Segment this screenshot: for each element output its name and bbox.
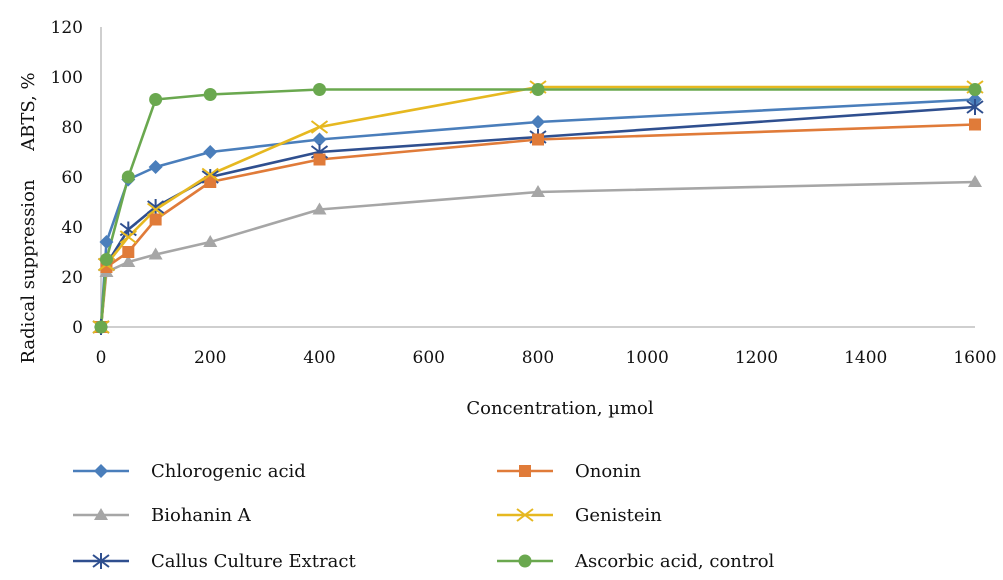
x-tick-label: 400 <box>303 348 335 368</box>
legend-label: Genistein <box>575 505 662 526</box>
data-point <box>312 132 327 147</box>
series-line-ononin <box>99 123 976 328</box>
legend-item-chlorogenic-acid: Chlorogenic acid <box>73 461 306 482</box>
legend-item-genistein: Genistein <box>497 505 662 526</box>
y-tick-label: 60 <box>61 168 83 188</box>
legend-label: Ascorbic acid, control <box>574 551 775 572</box>
legend-marker <box>519 465 531 477</box>
x-tick-label: 1200 <box>735 348 778 368</box>
series-line-chlorogenic-acid <box>99 98 976 328</box>
data-point <box>99 253 113 266</box>
legend-marker <box>516 508 534 522</box>
data-point <box>148 247 163 260</box>
data-point <box>313 83 326 96</box>
data-point <box>201 167 219 182</box>
y-tick-label: 100 <box>51 68 83 88</box>
x-tick-label: 0 <box>96 348 107 368</box>
data-point <box>531 83 545 96</box>
legend: Chlorogenic acid Biohanin A Callus Culture… <box>73 461 775 572</box>
y-tick-label: 80 <box>61 118 83 138</box>
x-tick-label: 800 <box>522 348 554 368</box>
data-point <box>147 202 165 217</box>
legend-item-biohanin-a: Biohanin A <box>73 505 252 526</box>
data-point <box>203 88 217 101</box>
x-axis-title: Concentration, µmol <box>466 398 654 419</box>
y-tick-labels: 0 20 40 60 80 100 120 <box>51 18 83 338</box>
data-point <box>119 230 137 244</box>
legend-label: Biohanin A <box>151 505 252 526</box>
data-point <box>312 202 327 215</box>
data-point <box>94 320 108 334</box>
x-tick-labels: 0 200 400 600 800 1000 1200 1400 1600 <box>96 348 997 368</box>
x-tick-label: 1400 <box>844 348 887 368</box>
data-point <box>310 120 329 134</box>
data-point <box>968 175 982 187</box>
series-points-chlorogenic-acid <box>94 92 982 334</box>
x-tick-label: 600 <box>413 348 445 368</box>
data-point <box>532 133 544 146</box>
data-point <box>122 246 135 258</box>
legend-marker <box>94 464 108 478</box>
data-point <box>99 235 114 249</box>
data-point <box>148 160 163 174</box>
data-point <box>968 83 982 96</box>
data-point <box>531 185 545 197</box>
y-tick-label: 120 <box>51 18 83 38</box>
series-markers <box>92 80 984 335</box>
x-tick-label: 1600 <box>953 348 996 368</box>
data-point <box>531 115 545 129</box>
data-point <box>203 145 218 159</box>
data-point <box>203 235 218 247</box>
series-points-ascorbic-acid-control <box>94 83 982 334</box>
legend-label: Ononin <box>575 461 642 482</box>
data-point <box>121 255 136 267</box>
data-point <box>313 153 326 166</box>
legend-label: Chlorogenic acid <box>151 461 306 482</box>
x-tick-label: 1000 <box>626 348 669 368</box>
data-point <box>149 93 163 106</box>
y-axis-title: Radical suppression ABTS, % <box>18 72 39 363</box>
series-points-biohanin-a <box>94 175 982 332</box>
legend-item-ononin: Ononin <box>497 461 642 482</box>
series-points-ononin <box>95 118 981 333</box>
legend-marker <box>92 553 110 569</box>
data-point <box>966 99 984 115</box>
legend-marker <box>94 508 108 520</box>
data-point <box>147 199 165 215</box>
legend-item-ascorbic-acid-control: Ascorbic acid, control <box>497 551 775 572</box>
y-tick-label: 0 <box>72 318 83 338</box>
legend-marker <box>518 554 532 568</box>
y-tick-label: 40 <box>61 218 83 238</box>
legend-label: Callus Culture Extract <box>151 551 356 572</box>
data-point <box>969 118 981 131</box>
data-point <box>149 213 162 226</box>
legend-item-callus-culture-extract: Callus Culture Extract <box>73 551 356 572</box>
x-tick-label: 200 <box>194 348 226 368</box>
series-line-biohanin-a <box>99 180 976 328</box>
series-line-ascorbic-acid-control <box>99 88 975 328</box>
y-tick-label: 20 <box>61 268 83 288</box>
data-point <box>204 176 217 188</box>
data-point <box>121 170 135 184</box>
